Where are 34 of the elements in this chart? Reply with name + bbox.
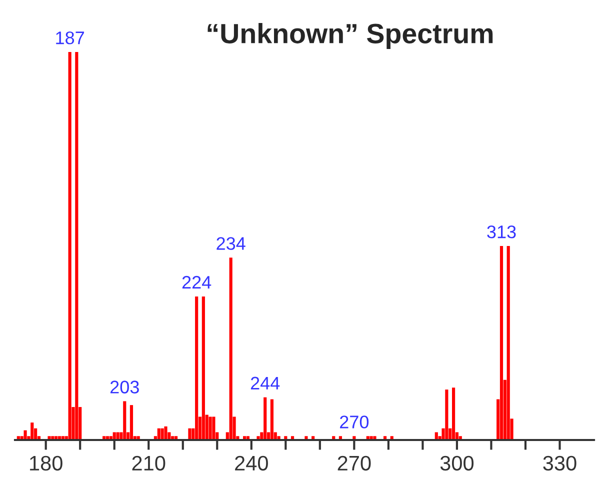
bar <box>500 246 504 440</box>
bar <box>202 296 205 440</box>
bar <box>116 432 120 440</box>
annotation: 203 <box>110 380 139 394</box>
bar <box>506 246 510 440</box>
bar <box>68 52 72 440</box>
bar <box>195 296 198 440</box>
annotation: 244 <box>250 376 280 390</box>
x-tick-label: 180 <box>30 456 62 471</box>
annotation: 187 <box>56 31 84 44</box>
x-tick-label: 330 <box>543 456 576 471</box>
bar <box>123 401 126 440</box>
annotation: 313 <box>487 225 516 238</box>
bar <box>30 422 34 440</box>
bar <box>445 390 448 440</box>
annotation: 224 <box>182 276 212 289</box>
bar <box>75 52 78 440</box>
bar <box>208 416 212 440</box>
bar <box>130 405 134 440</box>
chart-title: “Unknown” Spectrum <box>208 23 493 49</box>
bar <box>188 428 192 440</box>
annotation: 234 <box>216 237 246 250</box>
bar <box>264 397 267 440</box>
x-tick-label: 240 <box>235 456 268 471</box>
bar <box>270 399 274 440</box>
x-tick-label: 270 <box>338 456 371 471</box>
bar <box>212 416 216 440</box>
bar <box>229 258 232 440</box>
bar <box>24 430 27 440</box>
x-tick-label: 300 <box>440 456 474 471</box>
x-tick-label: 210 <box>132 456 166 471</box>
annotation: 270 <box>340 416 369 428</box>
bar <box>452 388 456 440</box>
bar <box>164 426 168 440</box>
